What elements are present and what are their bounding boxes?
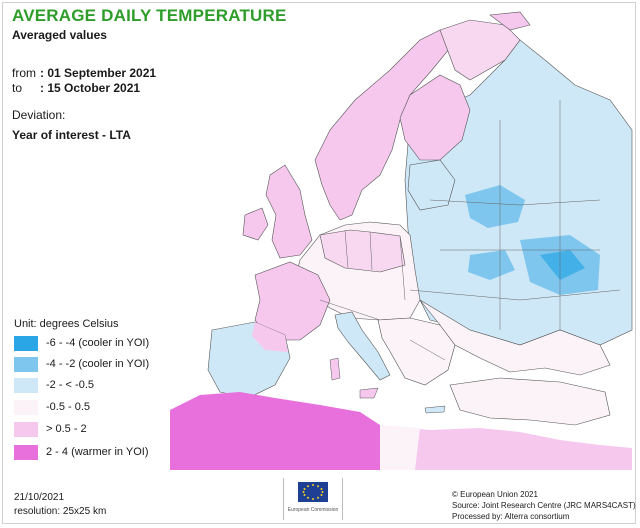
eu-flag-icon: European Commission: [288, 482, 339, 513]
footer-date: 21/10/2021: [14, 492, 65, 503]
from-value: : 01 September 2021: [40, 66, 157, 80]
legend-swatch: [14, 399, 38, 415]
legend-item: -4 - -2 (cooler in YOI): [14, 355, 149, 373]
legend-item: -0.5 - 0.5: [14, 398, 90, 416]
italy: [334, 311, 391, 381]
to-value: : 15 October 2021: [40, 81, 141, 95]
legend-label: -0.5 - 0.5: [46, 401, 91, 413]
cooler-patch-1: [465, 185, 525, 228]
deviation-label: Deviation:: [12, 108, 66, 122]
to-label: to: [12, 81, 23, 95]
iberia-pink: [252, 322, 288, 352]
legend-swatch: [14, 356, 38, 372]
footer-copyright: © European Union 2021: [452, 490, 538, 499]
legend-swatch: [14, 335, 38, 351]
ukraine-black-sea: [419, 299, 611, 376]
sicily: [359, 387, 379, 399]
crete: [424, 405, 446, 414]
baltics: [407, 159, 456, 211]
legend-label: -4 - -2 (cooler in YOI): [46, 358, 150, 370]
cooler-patch-4: [540, 250, 585, 280]
legend-swatch: [14, 444, 38, 460]
comparison-label: Year of interest - LTA: [12, 128, 131, 142]
legend-label: -2 - < -0.5: [46, 379, 94, 391]
european-commission-logo: European Commission: [283, 478, 343, 520]
legend-item: > 0.5 - 2: [14, 420, 87, 438]
map-subtitle: Averaged values: [12, 28, 107, 42]
europe-temperature-map: [170, 11, 633, 470]
map-frame: [2, 2, 636, 524]
logo-text: European Commission: [288, 507, 339, 513]
legend-swatch: [14, 421, 38, 437]
footer-source: Source: Joint Research Centre (JRC MARS4…: [452, 501, 636, 510]
france: [254, 261, 331, 341]
legend-swatch: [14, 377, 38, 393]
sardinia: [329, 357, 341, 381]
cooler-patch-3: [468, 250, 515, 280]
turkey: [449, 377, 611, 426]
footer-resolution: resolution: 25x25 km: [14, 506, 107, 517]
legend-item: -6 - -4 (cooler in YOI): [14, 334, 149, 352]
svalbard-land: [489, 11, 531, 31]
legend-item: -2 - < -0.5: [14, 376, 94, 394]
finland: [399, 74, 471, 161]
legend-item: 2 - 4 (warmer in YOI): [14, 443, 149, 461]
footer-processed: Processed by: Alterra consortium: [452, 512, 570, 521]
north-africa-east: [380, 425, 632, 470]
legend-title: Unit: degrees Celsius: [14, 318, 119, 330]
north-africa-west: [170, 392, 380, 470]
map-title: AVERAGE DAILY TEMPERATURE: [12, 6, 287, 25]
legend-label: 2 - 4 (warmer in YOI): [46, 446, 149, 458]
country-borders: [319, 100, 621, 361]
germany-poland: [319, 229, 406, 273]
balkans: [377, 317, 456, 386]
from-label: from: [12, 66, 36, 80]
ireland: [242, 207, 269, 241]
legend-label: -6 - -4 (cooler in YOI): [46, 337, 150, 349]
northern-scandinavia: [439, 19, 521, 81]
legend-label: > 0.5 - 2: [46, 423, 87, 435]
north-africa-light: [380, 425, 420, 470]
great-britain: [265, 164, 313, 259]
